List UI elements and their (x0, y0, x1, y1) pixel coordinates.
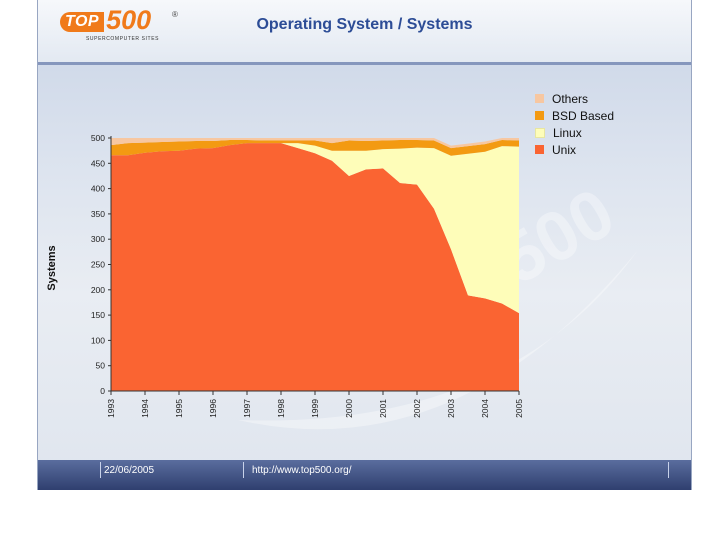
footer-url-link[interactable]: http://www.top500.org/ (252, 465, 352, 476)
legend-label-others: Others (552, 91, 589, 106)
legend-swatch-linux (535, 127, 545, 138)
x-tick-label: 1998 (276, 399, 286, 418)
x-tick-label: 2001 (378, 399, 388, 418)
x-tick-label: 2005 (514, 399, 524, 418)
area-series-linux (111, 143, 519, 314)
footer-date: 22/06/2005 (104, 465, 155, 476)
header: TOP 500 SUPERCOMPUTER SITES ® Operating … (38, 0, 691, 65)
footer: 22/06/2005 http://www.top500.org/ (38, 460, 691, 490)
legend-item-unix: Unix (535, 141, 614, 158)
x-tick-label: 1993 (106, 399, 116, 418)
page-title: Operating System / Systems (256, 16, 473, 33)
y-axis-label: Systems (46, 245, 58, 291)
y-tick-label: 50 (96, 361, 106, 371)
y-tick-label: 100 (91, 335, 105, 345)
legend-item-others: Others (535, 90, 614, 107)
legend-swatch-others (535, 94, 544, 103)
footer-divider (668, 462, 669, 478)
y-tick-label: 450 (91, 158, 105, 168)
legend-item-linux: Linux (535, 124, 614, 141)
y-tick-label: 300 (91, 234, 105, 244)
footer-divider (243, 462, 244, 478)
x-tick-label: 1994 (140, 399, 150, 418)
x-tick-label: 1999 (310, 399, 320, 418)
legend-label-linux: Linux (553, 125, 582, 140)
logo-text-num: 500 (106, 5, 152, 35)
logo-text-top: TOP (60, 12, 105, 32)
logo-subtitle: SUPERCOMPUTER SITES (86, 36, 160, 42)
x-tick-label: 2000 (344, 399, 354, 418)
legend: Others BSD Based Linux Unix (535, 90, 614, 158)
x-tick-label: 2003 (446, 399, 456, 418)
y-tick-label: 400 (91, 184, 105, 194)
legend-swatch-unix (535, 145, 544, 154)
y-tick-label: 250 (91, 260, 105, 270)
x-tick-label: 2004 (480, 399, 490, 418)
x-tick-label: 1997 (242, 399, 252, 418)
area-series-bsd-based (111, 140, 519, 156)
y-tick-label: 500 (91, 133, 105, 143)
x-tick-label: 1995 (174, 399, 184, 418)
x-tick-label: 2002 (412, 399, 422, 418)
y-tick-label: 200 (91, 285, 105, 295)
legend-label-bsd: BSD Based (552, 108, 615, 123)
y-tick-label: 0 (100, 386, 105, 396)
footer-divider (100, 462, 101, 478)
legend-label-unix: Unix (552, 142, 577, 157)
x-tick-label: 1996 (208, 399, 218, 418)
top500-logo[interactable]: TOP 500 SUPERCOMPUTER SITES ® (60, 5, 190, 46)
y-tick-label: 350 (91, 209, 105, 219)
registered-icon: ® (172, 10, 178, 19)
y-tick-label: 150 (91, 310, 105, 320)
logo-wordmark: TOP 500 (60, 5, 152, 35)
slide: TOP 500 SUPERCOMPUTER SITES ® Operating … (37, 0, 692, 490)
legend-item-bsd: BSD Based (535, 107, 614, 124)
area-series-unix (111, 143, 519, 391)
legend-swatch-bsd (535, 111, 544, 120)
area-series-others (111, 138, 519, 149)
